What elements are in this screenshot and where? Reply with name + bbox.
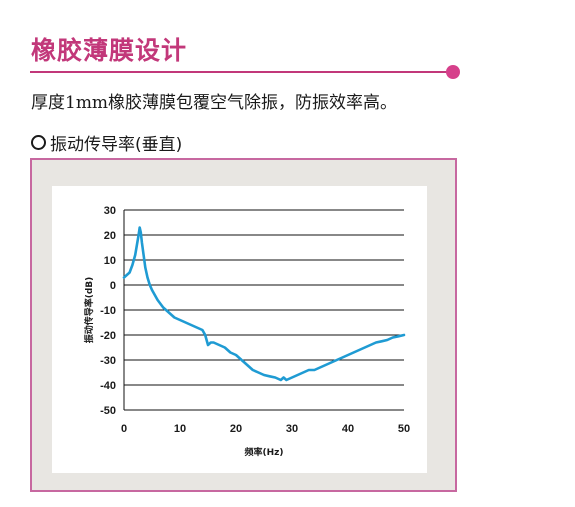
y-tick-label: -30 — [100, 355, 116, 367]
chart-panel — [52, 186, 427, 473]
series-line — [122, 226, 406, 382]
y-tick-label: 30 — [104, 205, 116, 217]
y-tick-label: -50 — [100, 405, 116, 417]
y-tick-label: -40 — [100, 380, 116, 392]
x-tick-label: 20 — [230, 423, 242, 435]
y-tick-label: 20 — [104, 230, 116, 242]
y-axis-title: 振动传导率(dB) — [83, 277, 95, 344]
x-tick-label: 0 — [121, 423, 127, 435]
y-tick-label: 0 — [110, 280, 116, 292]
x-tick-label: 30 — [286, 423, 298, 435]
page-title: 橡胶薄膜设计 — [31, 36, 188, 65]
circle-bullet-icon — [31, 135, 46, 150]
y-tick-label: 10 — [104, 255, 116, 267]
chart-subtitle: 振动传导率(垂直) — [31, 130, 182, 155]
description-text: 厚度1mm橡胶薄膜包覆空气除振，防振效率高。 — [31, 93, 398, 113]
underline-dot-icon — [446, 65, 460, 79]
y-tick-label: -20 — [100, 330, 116, 342]
x-tick-label: 10 — [174, 423, 186, 435]
x-tick-label: 50 — [398, 423, 410, 435]
chart-subtitle-text: 振动传导率(垂直) — [50, 135, 183, 155]
x-axis-title: 频率(Hz) — [245, 446, 284, 458]
y-tick-label: -10 — [100, 305, 116, 317]
x-tick-label: 40 — [342, 423, 354, 435]
title-underline — [30, 71, 452, 73]
